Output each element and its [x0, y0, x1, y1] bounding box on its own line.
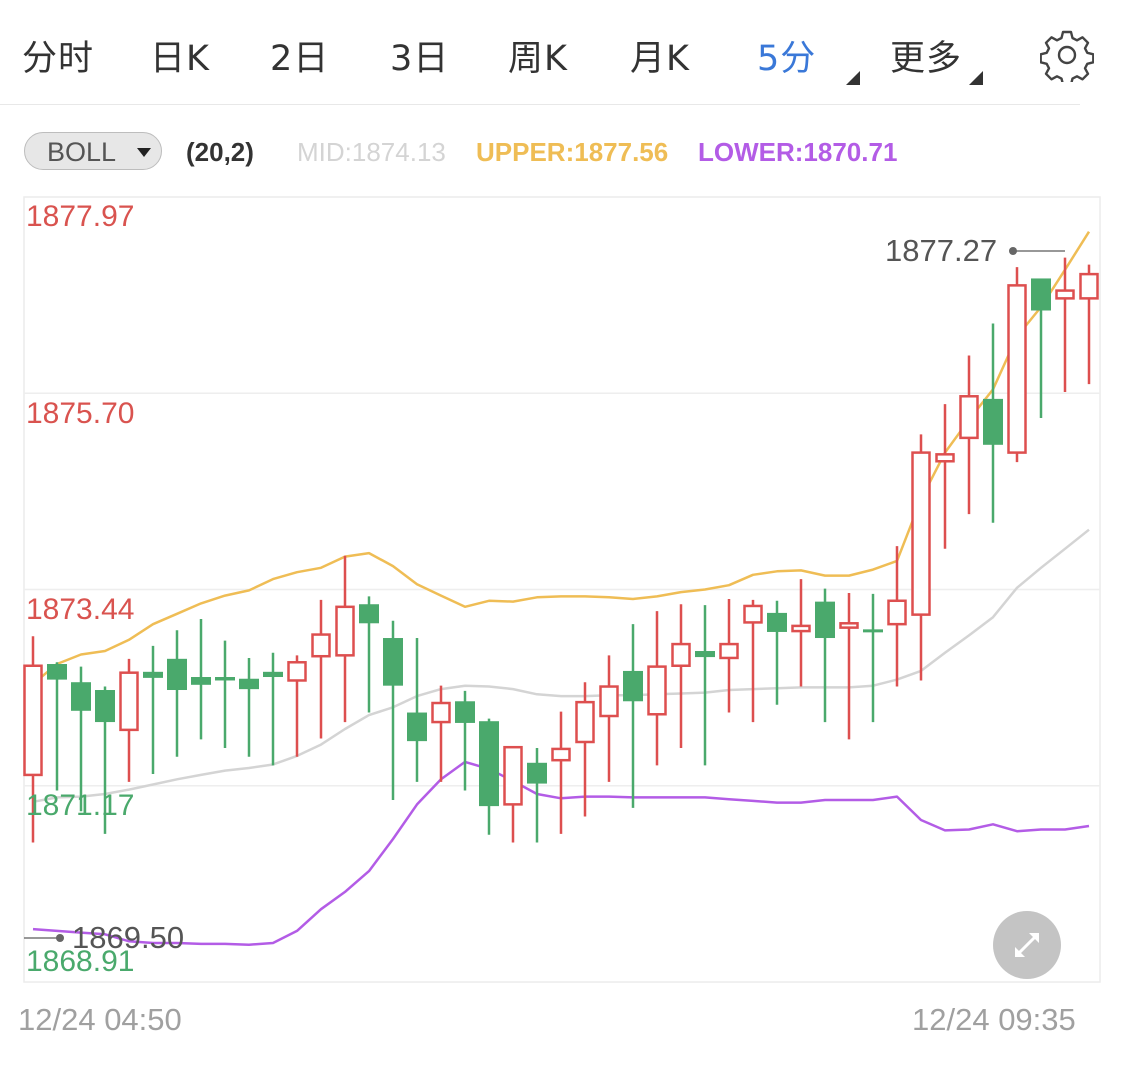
x-start-label: 12/24 04:50 [18, 1002, 182, 1037]
candle-body-up [23, 664, 43, 777]
y-tick-label: 1871.17 [26, 789, 135, 822]
tab-5min[interactable]: 5分 [757, 39, 817, 79]
candle-body-up [935, 453, 955, 463]
boll-mid-line [32, 528, 1090, 804]
candle-body-down [1031, 278, 1051, 311]
candle-body-up [791, 624, 811, 633]
candle-body-down [767, 612, 787, 632]
candle-body-down [863, 629, 883, 633]
candle-body-down [527, 762, 547, 784]
candle-body-up [551, 747, 571, 762]
upper-value: UPPER:1877.56 [476, 137, 669, 167]
candle-body-up [503, 745, 523, 806]
candle-body-down [263, 671, 283, 678]
y-tick-label: 1875.70 [26, 397, 135, 430]
candle-body-up [431, 701, 451, 724]
candle-body-up [647, 665, 667, 716]
candle-body-up [1007, 284, 1027, 454]
expand-arrows-icon [1015, 933, 1039, 957]
indicator-dropdown[interactable]: BOLL [24, 132, 162, 170]
candle-body-down [359, 604, 379, 624]
candle-body-down [47, 664, 67, 680]
candle-body-down [455, 701, 475, 723]
candle-body-up [599, 685, 619, 718]
candle-body-down [71, 682, 91, 711]
candle-body-up [575, 700, 595, 744]
candle-body-down [983, 398, 1003, 445]
chevron-down-icon [137, 148, 151, 157]
min-marker-dot [56, 934, 64, 942]
candle-body-down [623, 670, 643, 702]
y-tick-label: 1873.44 [26, 593, 135, 626]
tab-2day[interactable]: 2日 [270, 39, 330, 79]
candle-body-up [671, 642, 691, 667]
tab-minute[interactable]: 分时 [22, 39, 95, 79]
max-price-marker: 1877.27 [885, 233, 998, 268]
gear-icon[interactable] [1040, 28, 1094, 82]
tab-day-k[interactable]: 日K [150, 39, 210, 79]
candle-body-up [119, 671, 139, 732]
x-end-label: 12/24 09:35 [912, 1002, 1076, 1037]
candle-body-up [911, 451, 931, 616]
candle-body-down [383, 638, 403, 686]
candle-body-down [239, 678, 259, 690]
min-price-marker: 1869.50 [72, 920, 185, 955]
candle-body-down [215, 677, 235, 681]
candle-body-down [695, 651, 715, 658]
candle-body-up [959, 395, 979, 440]
indicator-selected: BOLL [47, 137, 117, 167]
tab-3day[interactable]: 3日 [390, 39, 450, 79]
candle-body-up [311, 633, 331, 658]
dropdown-corner-icon [969, 71, 983, 85]
indicator-params: (20,2) [186, 137, 254, 167]
candle-body-up [887, 599, 907, 626]
candle-body-down [479, 721, 499, 807]
candle-body-up [1079, 272, 1099, 300]
tab-more[interactable]: 更多 [890, 39, 963, 79]
candle-body-up [719, 642, 739, 660]
candle-body-up [839, 622, 859, 629]
candle-body-down [191, 677, 211, 685]
mid-value: MID:1874.13 [297, 137, 446, 167]
tab-month-k[interactable]: 月K [630, 39, 690, 79]
y-tick-label: 1868.91 [26, 945, 135, 978]
header-divider [0, 104, 1080, 105]
tab-week-k[interactable]: 周K [508, 39, 568, 79]
candle-body-down [143, 671, 163, 678]
dropdown-corner-icon [846, 71, 860, 85]
candle-body-down [167, 658, 187, 691]
candle-body-up [287, 661, 307, 682]
candle-body-down [815, 601, 835, 639]
lower-value: LOWER:1870.71 [698, 137, 898, 167]
candle-body-down [95, 690, 115, 723]
expand-button[interactable] [993, 911, 1061, 979]
max-marker-dot [1009, 247, 1017, 255]
y-tick-label: 1877.97 [26, 200, 135, 233]
candle-body-up [1055, 289, 1075, 300]
candle-body-down [407, 712, 427, 742]
candle-body-up [335, 605, 355, 657]
candle-body-up [743, 604, 763, 624]
